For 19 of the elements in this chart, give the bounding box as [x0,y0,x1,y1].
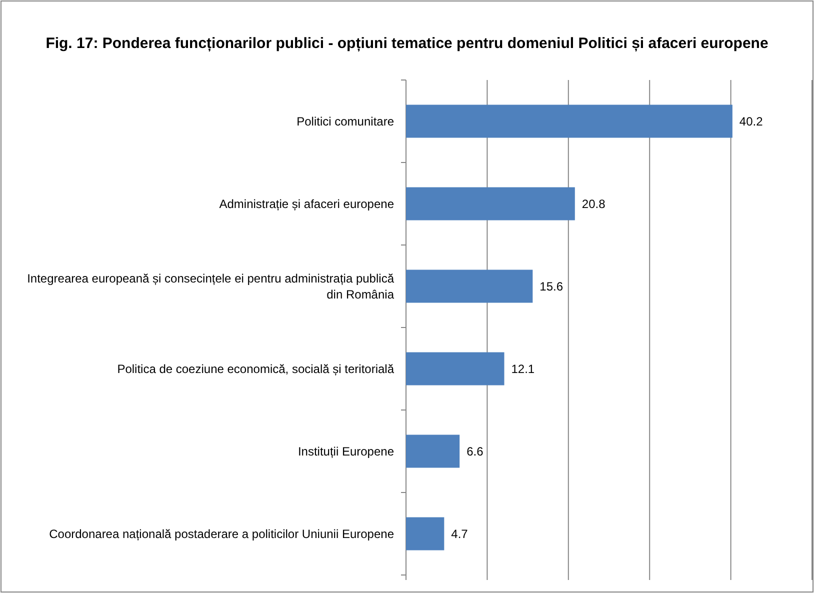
y-tick-label: Instituții Europene [298,444,394,458]
bar [406,104,732,138]
y-tick-label: Coordonarea națională postaderare a politicilor Uniunii Europene [49,526,394,541]
data-label: 6.6 [466,444,484,458]
chart-title: Fig. 17: Ponderea funcționarilor publici - opțiuni tematice pentru domeniul Politici și afaceri europene [46,35,768,52]
bar [406,434,460,468]
data-label: 20.8 [582,196,606,211]
bar [406,187,575,220]
bar [406,352,504,386]
data-label: 40.2 [739,114,764,128]
y-tick-label: Politica de coeziune economică, socială și teritorială [117,362,394,376]
data-label: 12.1 [511,362,535,376]
y-tick-label: Integrearea europeană și consecințele ei pentru administrația publică din România [27,271,394,302]
bar [406,517,444,550]
y-tick-label: Politici comunitare [296,114,394,128]
bar [406,270,533,303]
data-label: 15.6 [540,279,564,294]
y-tick-label: Administrație și afaceri europene [219,196,394,211]
data-label: 4.7 [451,526,468,541]
